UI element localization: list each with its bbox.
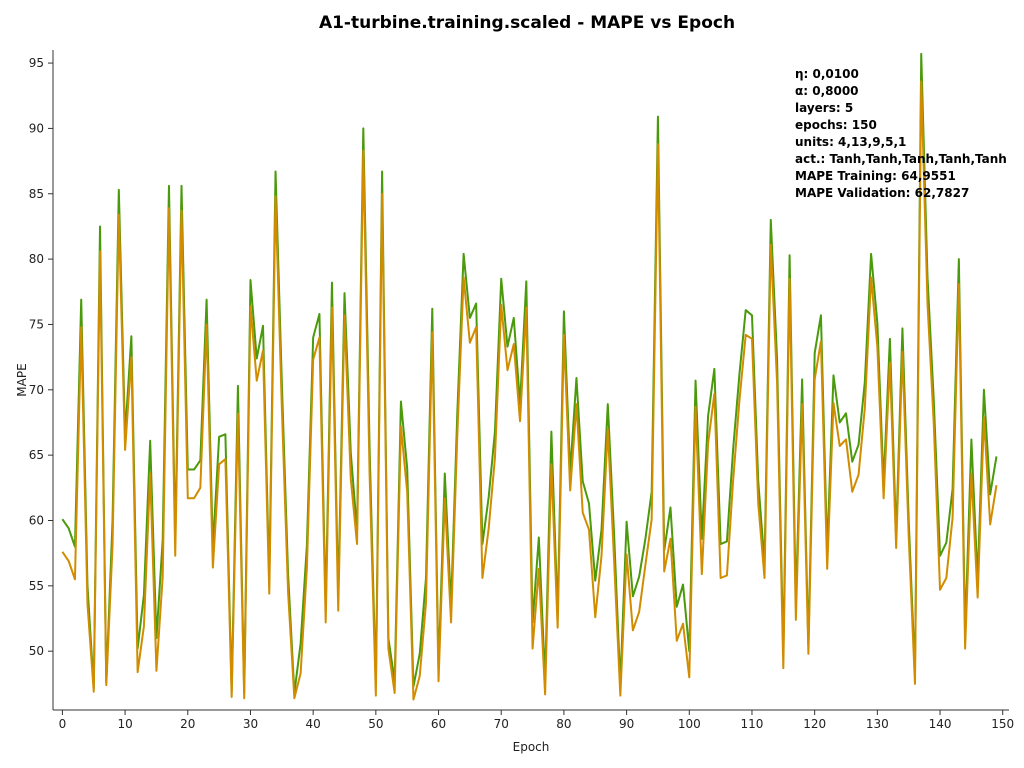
y-tick-label: 65 xyxy=(29,448,44,462)
info-line: layers: 5 xyxy=(795,101,853,115)
x-tick-label: 140 xyxy=(929,717,952,731)
x-axis-title: Epoch xyxy=(513,740,550,754)
series-lines xyxy=(61,52,998,701)
y-tick-label: 90 xyxy=(29,121,44,135)
training-mape-line xyxy=(61,52,998,695)
y-tick-label: 80 xyxy=(29,252,44,266)
x-tick-label: 120 xyxy=(803,717,826,731)
x-tick-label: 80 xyxy=(556,717,571,731)
x-tick-label: 110 xyxy=(741,717,764,731)
info-line: units: 4,13,9,5,1 xyxy=(795,135,906,149)
x-tick-label: 40 xyxy=(306,717,321,731)
info-line: act.: Tanh,Tanh,Tanh,Tanh,Tanh xyxy=(795,152,1007,166)
x-tick-label: 0 xyxy=(59,717,67,731)
axis-ticks: 0 10 20 30 40 50 60 70 80 90 100 110 120 130 140 150 50 5… xyxy=(29,56,1014,731)
x-tick-label: 10 xyxy=(117,717,132,731)
y-tick-label: 70 xyxy=(29,383,44,397)
info-line: MAPE Validation: 62,7827 xyxy=(795,186,969,200)
validation-mape-line xyxy=(61,80,998,701)
x-tick-label: 130 xyxy=(866,717,889,731)
chart-title: A1-turbine.training.scaled - MAPE vs Epo… xyxy=(319,13,735,33)
info-line: α: 0,8000 xyxy=(795,84,859,98)
x-tick-label: 70 xyxy=(494,717,509,731)
y-tick-label: 95 xyxy=(29,56,44,70)
info-line: η: 0,0100 xyxy=(795,67,859,81)
info-line: epochs: 150 xyxy=(795,118,877,132)
y-axis-title: MAPE xyxy=(15,363,29,396)
x-tick-label: 30 xyxy=(243,717,258,731)
y-tick-label: 85 xyxy=(29,187,44,201)
y-tick-label: 55 xyxy=(29,579,44,593)
y-tick-label: 60 xyxy=(29,513,44,527)
x-tick-label: 20 xyxy=(180,717,195,731)
x-tick-label: 50 xyxy=(368,717,383,731)
info-line: MAPE Training: 64,9551 xyxy=(795,169,956,183)
x-tick-label: 60 xyxy=(431,717,446,731)
x-tick-label: 100 xyxy=(678,717,701,731)
y-tick-label: 75 xyxy=(29,317,44,331)
x-tick-label: 90 xyxy=(619,717,634,731)
hyperparameter-info-box: η: 0,0100 α: 0,8000 layers: 5 epochs: 150 un… xyxy=(795,67,1007,200)
x-tick-label: 150 xyxy=(991,717,1014,731)
y-tick-label: 50 xyxy=(29,644,44,658)
